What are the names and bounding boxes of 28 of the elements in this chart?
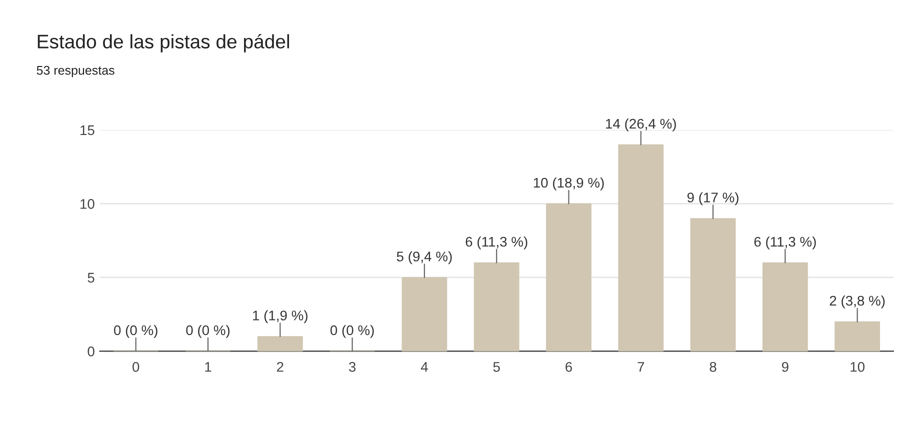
x-tick-label: 8	[710, 362, 716, 372]
chart-title: Estado de las pistas de pádel	[38, 34, 290, 52]
y-tick-label: 5	[88, 272, 94, 283]
x-tick-label: 3	[348, 362, 356, 372]
x-tick-label: 9	[782, 362, 788, 372]
y-tick-label: 15	[80, 125, 94, 136]
data-label: 14 (26,4 %)	[606, 118, 676, 132]
x-tick-label: 0	[132, 362, 140, 372]
x-tick-label: 7	[638, 362, 644, 372]
data-label: 5 (9,4 %)	[396, 251, 452, 264]
data-label: 9 (17 %)	[687, 192, 738, 206]
chart-subtitle: 53 respuestas	[36, 66, 114, 78]
x-tick-label: 1	[205, 362, 212, 372]
data-label: 6 (11,3 %)	[466, 236, 528, 250]
data-label: 6 (11,3 %)	[754, 236, 816, 250]
data-label: 10 (18,9 %)	[534, 177, 604, 190]
data-label: 1 (1,9 %)	[253, 310, 308, 324]
data-label: 2 (3,8 %)	[830, 295, 885, 308]
data-label: 0 (0 %)	[330, 324, 374, 338]
x-tick-label: 6	[566, 362, 572, 372]
x-tick-label: 5	[493, 362, 500, 372]
data-label: 0 (0 %)	[114, 324, 158, 338]
x-tick-label: 10	[850, 362, 865, 372]
x-tick-label: 2	[276, 362, 284, 372]
y-tick-label: 0	[88, 346, 94, 356]
data-label: 0 (0 %)	[186, 324, 230, 338]
x-tick-label: 4	[420, 362, 428, 372]
y-tick-label: 10	[80, 199, 94, 209]
